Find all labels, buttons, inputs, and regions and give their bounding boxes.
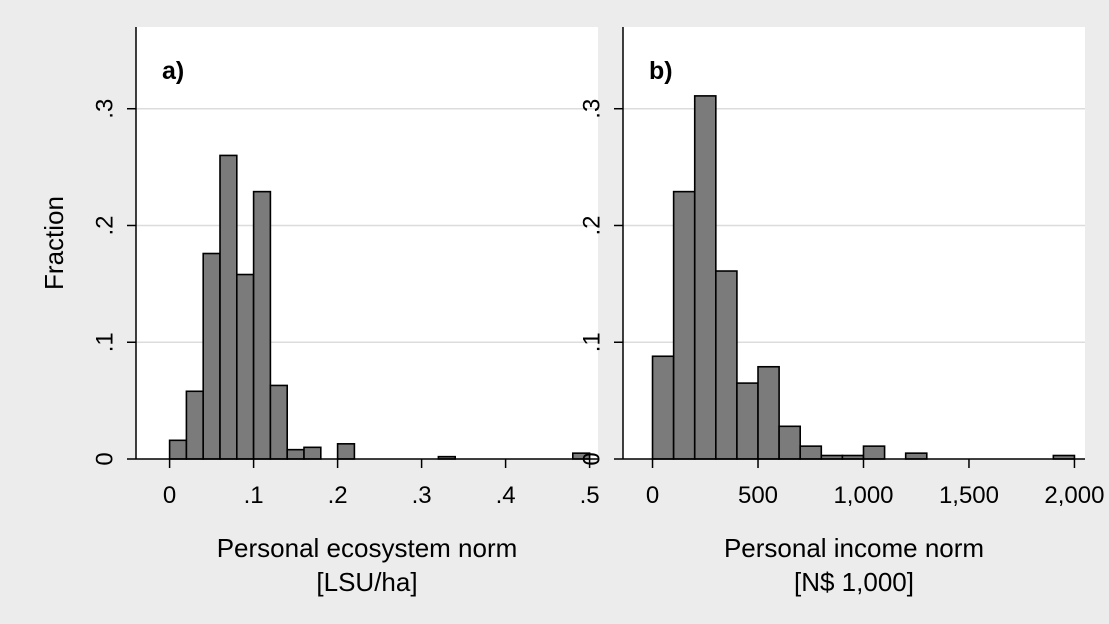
x-axis-unit: [N$ 1,000] — [794, 567, 914, 597]
histogram-bar — [715, 270, 738, 460]
histogram-bar — [168, 439, 188, 460]
y-axis-title: Fraction — [39, 196, 69, 290]
histogram-bar — [236, 273, 255, 460]
histogram-bar — [799, 445, 823, 460]
histogram-bar — [904, 452, 928, 460]
y-tick-label: .1 — [578, 332, 605, 352]
histogram-bar — [672, 190, 696, 460]
histogram-bar — [757, 365, 780, 460]
histogram-bar — [303, 446, 322, 460]
y-tick-label: .2 — [578, 215, 605, 235]
histogram-bar — [778, 425, 802, 460]
y-tick-label: .3 — [91, 99, 118, 119]
x-tick-label: 1,500 — [939, 482, 999, 509]
panel-label: a) — [162, 57, 184, 85]
histogram-bar — [286, 448, 305, 460]
y-tick-label: .1 — [91, 332, 118, 352]
panel-b: 0 .1 .2 .3 0 500 1,000 1,500 2,000 b) Personal inc… — [578, 27, 1104, 597]
x-tick-label: 0 — [163, 482, 176, 509]
histogram-bar — [693, 95, 717, 460]
x-tick-label: 500 — [738, 482, 778, 509]
y-tick-label: .2 — [91, 215, 118, 235]
x-axis-unit: [LSU/ha] — [316, 567, 417, 597]
x-tick-label: .1 — [244, 482, 264, 509]
x-tick-label: .4 — [496, 482, 516, 509]
panel-a: 0 .1 .2 .3 0 .1 .2 .3 .4 .5 a) Personal ecosystem n… — [91, 27, 600, 597]
histogram-bar — [736, 382, 759, 460]
panel-label: b) — [649, 57, 673, 85]
histogram-bar — [269, 384, 288, 460]
histogram-bar — [336, 443, 356, 460]
histogram-bar — [202, 252, 221, 460]
x-axis-title: Personal ecosystem norm — [217, 533, 518, 563]
x-tick-label: .2 — [328, 482, 348, 509]
histogram-bar — [219, 154, 238, 460]
histogram-bar — [252, 190, 272, 460]
histogram-bar — [185, 390, 204, 460]
x-tick-label: 2,000 — [1044, 482, 1104, 509]
histogram-bar — [862, 445, 886, 460]
x-tick-label: 1,000 — [833, 482, 893, 509]
y-tick-label: 0 — [578, 452, 605, 465]
y-tick-label: 0 — [91, 452, 118, 465]
y-tick-label: .3 — [578, 99, 605, 119]
histogram-bar — [651, 355, 675, 460]
x-tick-label: .5 — [580, 482, 600, 509]
x-tick-label: .3 — [412, 482, 432, 509]
x-tick-label: 0 — [646, 482, 659, 509]
x-axis-title: Personal income norm — [724, 533, 984, 563]
